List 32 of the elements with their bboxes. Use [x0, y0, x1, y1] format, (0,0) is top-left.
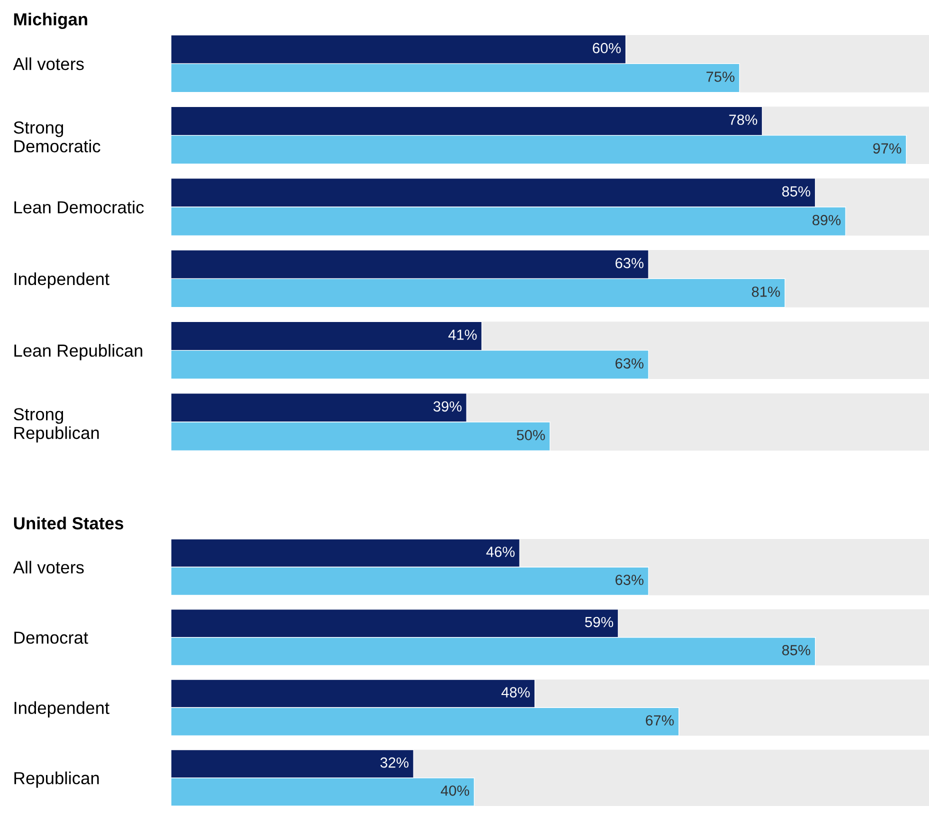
data-label: 78% — [729, 114, 758, 125]
data-label: 59% — [585, 616, 614, 628]
data-label: 67% — [646, 715, 674, 726]
data-label: 97% — [873, 143, 902, 154]
y-tick-label: Lean Democratic — [14, 200, 144, 214]
y-tick-label: Republican — [14, 772, 99, 788]
chart-title: Michigan — [14, 12, 88, 29]
data-label: 39% — [433, 401, 462, 412]
y-tick-label: All voters — [13, 57, 84, 70]
y-tick-label: Lean Republican — [14, 344, 142, 360]
data-label: 32% — [380, 757, 408, 768]
data-label: 46% — [486, 546, 515, 557]
y-tick-label: Independent — [14, 701, 110, 718]
y-tick-label: Strong Republican — [14, 408, 99, 442]
y-tick-label: Independent — [14, 272, 110, 289]
data-label: 63% — [616, 574, 644, 586]
y-tick-label: Democrat — [14, 632, 88, 644]
chart-title: United States — [14, 516, 124, 530]
data-label: 41% — [448, 330, 477, 340]
data-label: 63% — [616, 258, 644, 268]
data-label: 60% — [592, 42, 621, 54]
data-label: 89% — [812, 214, 841, 226]
data-label: 40% — [440, 785, 470, 796]
data-label: 75% — [706, 72, 734, 82]
data-label: 63% — [616, 358, 644, 369]
y-tick-label: All voters — [13, 560, 84, 574]
y-tick-label: Strong Democratic — [14, 121, 100, 152]
data-label: 85% — [782, 644, 810, 656]
data-label: 48% — [501, 687, 530, 698]
data-label: 81% — [752, 286, 780, 297]
data-label: 50% — [516, 430, 545, 440]
data-label: 85% — [782, 186, 810, 197]
